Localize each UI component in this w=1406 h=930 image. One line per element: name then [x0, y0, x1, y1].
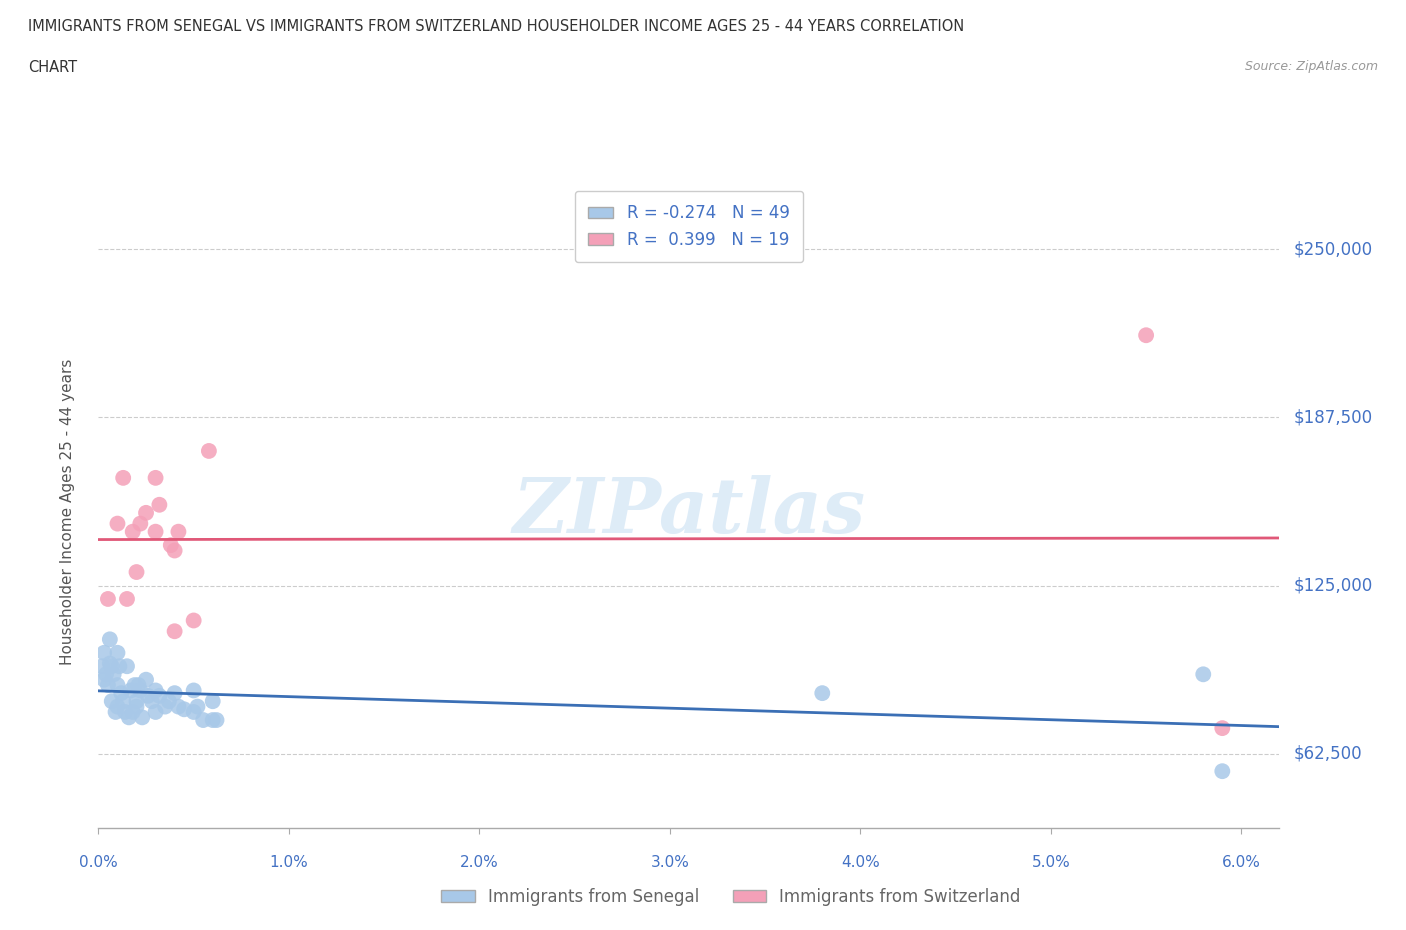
Text: 3.0%: 3.0%: [651, 856, 689, 870]
Point: [120, 683, 142, 698]
Point: [193, 712, 215, 727]
Point: [118, 710, 141, 724]
Point: [94, 667, 117, 682]
Text: $187,500: $187,500: [1294, 408, 1372, 426]
Text: 1.0%: 1.0%: [270, 856, 308, 870]
Y-axis label: Householder Income Ages 25 - 44 years: Householder Income Ages 25 - 44 years: [60, 358, 75, 665]
Point: [163, 685, 186, 700]
Point: [97, 678, 120, 693]
Point: [167, 699, 190, 714]
Point: [129, 516, 152, 531]
Point: [201, 712, 224, 727]
Text: 4.0%: 4.0%: [841, 856, 880, 870]
Point: [98, 656, 121, 671]
Point: [98, 631, 121, 646]
Point: [127, 678, 149, 693]
Point: [91, 658, 114, 673]
Text: $125,000: $125,000: [1294, 577, 1372, 594]
Text: CHART: CHART: [28, 60, 77, 75]
Text: $250,000: $250,000: [1294, 240, 1372, 259]
Point: [1211, 764, 1233, 778]
Text: 6.0%: 6.0%: [1222, 856, 1261, 870]
Text: Source: ZipAtlas.com: Source: ZipAtlas.com: [1244, 60, 1378, 73]
Point: [135, 672, 157, 687]
Point: [108, 658, 131, 673]
Point: [112, 694, 135, 709]
Point: [125, 699, 148, 714]
Point: [97, 591, 120, 606]
Point: [115, 591, 138, 606]
Point: [141, 694, 163, 709]
Point: [159, 538, 181, 552]
Point: [115, 658, 138, 673]
Point: [107, 516, 129, 531]
Point: [125, 565, 148, 579]
Point: [183, 683, 205, 698]
Point: [100, 658, 122, 673]
Point: [205, 712, 228, 727]
Point: [104, 705, 127, 720]
Point: [163, 543, 186, 558]
Point: [136, 688, 159, 703]
Point: [93, 672, 115, 687]
Point: [198, 444, 221, 458]
Point: [121, 525, 143, 539]
Point: [183, 705, 205, 720]
Point: [114, 705, 136, 720]
Point: [129, 683, 152, 698]
Point: [121, 705, 143, 720]
Point: [145, 471, 167, 485]
Point: [125, 694, 148, 709]
Point: [110, 685, 132, 700]
Point: [167, 525, 190, 539]
Text: 0.0%: 0.0%: [79, 856, 118, 870]
Point: [811, 685, 834, 700]
Text: ZIPatlas: ZIPatlas: [512, 474, 866, 549]
Point: [112, 471, 135, 485]
Point: [145, 683, 167, 698]
Point: [201, 694, 224, 709]
Point: [173, 702, 195, 717]
Point: [145, 705, 167, 720]
Point: [107, 645, 129, 660]
Text: IMMIGRANTS FROM SENEGAL VS IMMIGRANTS FROM SWITZERLAND HOUSEHOLDER INCOME AGES 2: IMMIGRANTS FROM SENEGAL VS IMMIGRANTS FR…: [28, 19, 965, 33]
Text: 5.0%: 5.0%: [1032, 856, 1070, 870]
Point: [131, 710, 153, 724]
Text: 2.0%: 2.0%: [460, 856, 499, 870]
Point: [93, 645, 115, 660]
Point: [157, 694, 180, 709]
Point: [1211, 721, 1233, 736]
Text: $62,500: $62,500: [1294, 745, 1362, 763]
Point: [1135, 327, 1157, 342]
Point: [135, 505, 157, 520]
Point: [163, 624, 186, 639]
Point: [107, 699, 129, 714]
Point: [124, 678, 146, 693]
Point: [100, 694, 122, 709]
Point: [153, 699, 176, 714]
Point: [1192, 667, 1215, 682]
Point: [145, 525, 167, 539]
Point: [148, 688, 170, 703]
Point: [186, 699, 208, 714]
Legend: Immigrants from Senegal, Immigrants from Switzerland: Immigrants from Senegal, Immigrants from…: [434, 881, 1028, 912]
Point: [103, 667, 125, 682]
Legend: R = -0.274   N = 49, R =  0.399   N = 19: R = -0.274 N = 49, R = 0.399 N = 19: [575, 191, 803, 262]
Point: [183, 613, 205, 628]
Point: [148, 498, 170, 512]
Point: [107, 678, 129, 693]
